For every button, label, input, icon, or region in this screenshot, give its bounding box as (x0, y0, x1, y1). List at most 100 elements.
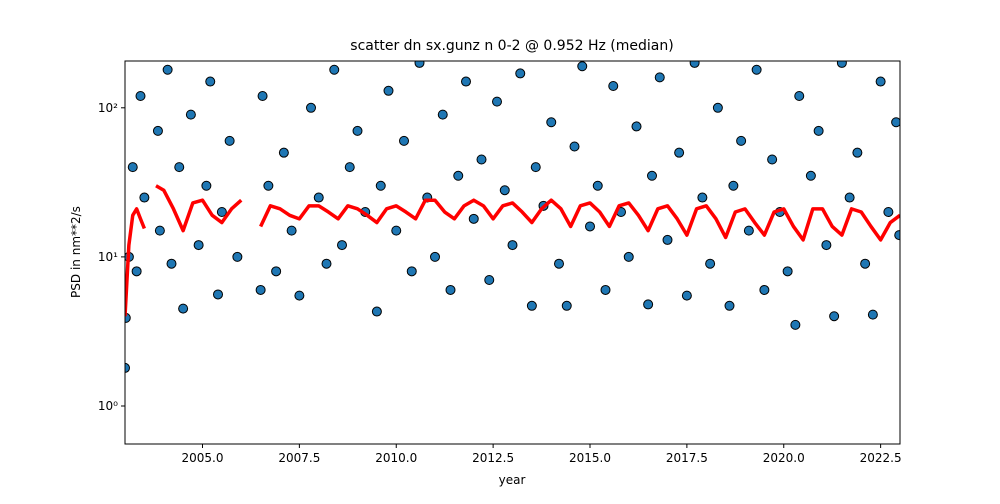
scatter-point (271, 266, 282, 277)
scatter-point (337, 240, 347, 251)
scatter-point (507, 240, 518, 251)
scatter-point (131, 266, 142, 277)
scatter-point (216, 207, 227, 218)
scatter-point (767, 154, 778, 165)
scatter-point (154, 225, 165, 236)
scatter-point (255, 284, 266, 295)
scatter-point (662, 234, 673, 245)
scatter-point (674, 147, 685, 158)
scatter-point (821, 240, 832, 251)
scatter-point (375, 180, 386, 191)
x-tick-label: 2017.5 (666, 451, 708, 465)
scatter-point (697, 192, 708, 203)
scatter-point (561, 300, 572, 311)
scatter-point (453, 170, 464, 181)
scatter-point (631, 121, 642, 132)
scatter-point (352, 125, 363, 136)
plot-frame (124, 60, 901, 445)
scatter-point (294, 290, 305, 301)
scatter-point (860, 258, 871, 269)
scatter-point (728, 180, 739, 191)
scatter-point (751, 64, 762, 75)
scatter-point (844, 192, 855, 203)
scatter-point (306, 102, 316, 113)
scatter-point (406, 266, 417, 277)
scatter-point (647, 170, 657, 181)
scatter-point (185, 109, 196, 120)
scatter-point (592, 180, 603, 191)
scatter-point (724, 300, 735, 311)
x-tick-label: 2015.0 (569, 451, 611, 465)
scatter-point (875, 76, 886, 87)
scatter-point (736, 135, 747, 146)
scatter-point (125, 362, 130, 373)
scatter-point (836, 61, 847, 68)
scatter-point (193, 240, 204, 251)
scatter-point (437, 109, 448, 120)
chart-title: scatter dn sx.gunz n 0-2 @ 0.952 Hz (med… (350, 38, 673, 54)
scatter-point (526, 300, 537, 311)
scatter-point (743, 225, 754, 236)
scatter-point (546, 117, 557, 128)
scatter-point (135, 90, 146, 101)
scatter-point (139, 192, 150, 203)
scatter-point (600, 284, 611, 295)
scatter-point (329, 64, 340, 75)
x-tick-label: 2022.5 (860, 451, 902, 465)
scatter-point (178, 303, 189, 314)
scatter-point (585, 221, 595, 232)
scatter-point (201, 180, 212, 191)
scatter-point (224, 135, 235, 146)
scatter-point (445, 284, 456, 295)
scatter-point (476, 154, 487, 165)
x-axis-label: year (499, 473, 526, 487)
scatter-point (391, 225, 402, 236)
y-tick-label: 10² (98, 101, 118, 115)
scatter-point (623, 251, 634, 262)
scatter-point (174, 162, 185, 173)
scatter-point (257, 90, 268, 101)
scatter-point (499, 185, 510, 196)
scatter-point (608, 81, 619, 92)
scatter-point (577, 61, 588, 72)
x-tick-label: 2010.0 (375, 451, 417, 465)
plot-area (125, 61, 900, 373)
x-tick-label: 2020.0 (763, 451, 805, 465)
scatter-point (344, 162, 355, 173)
scatter-point (681, 290, 692, 301)
scatter-point (313, 192, 324, 203)
scatter-point (530, 162, 541, 173)
scatter-point (759, 284, 770, 295)
scatter-point (829, 311, 840, 322)
scatter-point (152, 125, 163, 136)
y-tick-label: 10⁰ (98, 399, 118, 413)
scatter-point (554, 258, 564, 269)
scatter-point (286, 225, 297, 236)
scatter-point (484, 274, 495, 285)
scatter-point (654, 72, 665, 83)
scatter-point (383, 85, 394, 96)
scatter-point (782, 266, 793, 277)
scatter-point (705, 258, 716, 269)
scatter-point (127, 162, 138, 173)
x-tick-label: 2007.5 (278, 451, 320, 465)
scatter-point (515, 68, 526, 79)
scatter-point (712, 102, 723, 113)
scatter-point (461, 76, 471, 87)
scatter-point (894, 230, 900, 241)
y-axis-label: PSD in nm**2/s (69, 206, 83, 298)
scatter-point (166, 258, 177, 269)
scatter-point (468, 213, 479, 224)
scatter-point (278, 147, 289, 158)
scatter-point (205, 76, 216, 87)
scatter-point (414, 61, 425, 68)
scatter-point (794, 90, 805, 101)
scatter-point (891, 117, 900, 128)
x-tick-label: 2005.0 (182, 451, 224, 465)
scatter-point (805, 170, 816, 181)
median-line (125, 184, 900, 317)
scatter-point (689, 61, 700, 68)
scatter-point (790, 319, 801, 330)
scatter-point (813, 125, 824, 136)
